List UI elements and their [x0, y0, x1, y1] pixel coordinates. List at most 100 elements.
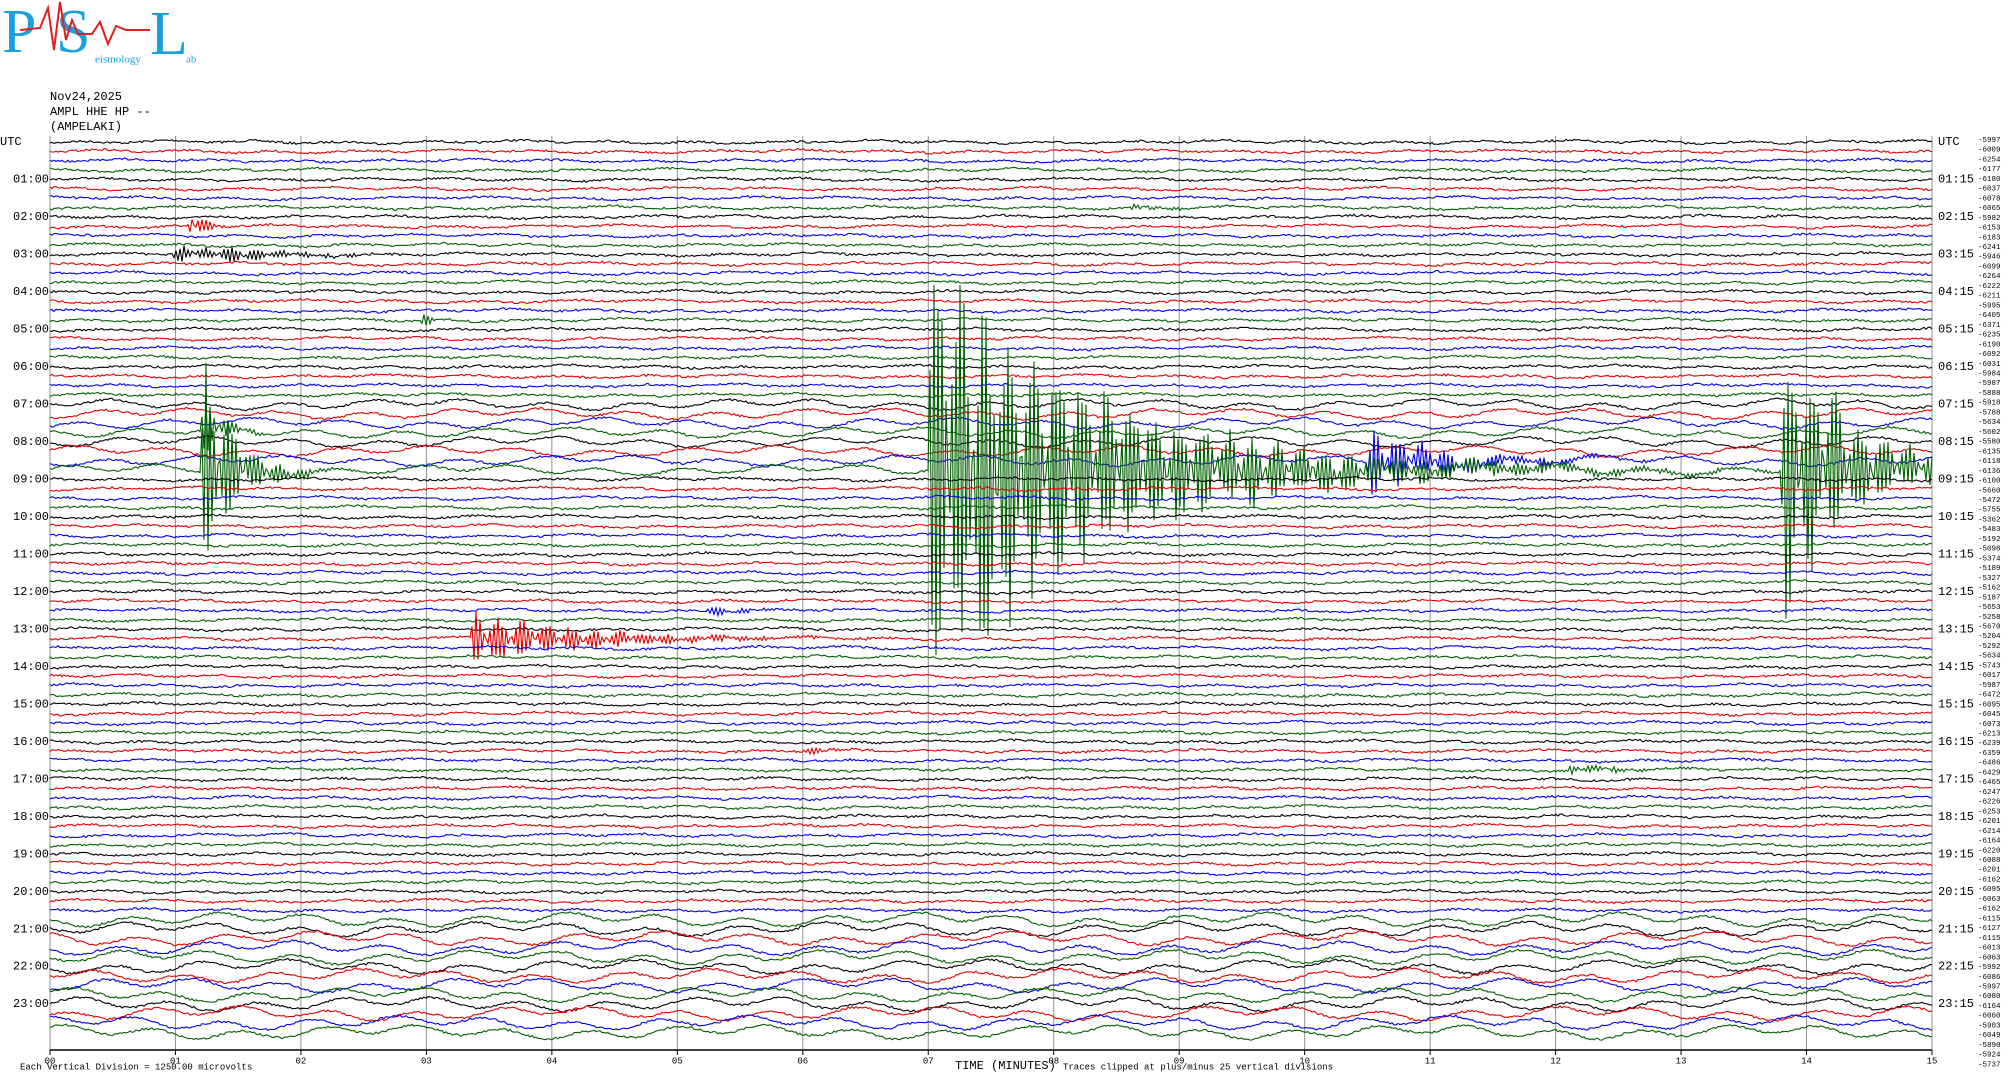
hour-label: 18:00	[13, 810, 49, 824]
trace-mean: -6100	[1978, 478, 2001, 486]
trace-mean: -6222	[1978, 283, 2001, 291]
trace-mean: -6405	[1978, 312, 2001, 320]
trace-mean: -6073	[1978, 721, 2001, 729]
trace-mean: -6164	[1978, 1003, 2001, 1011]
trace	[49, 185, 1933, 193]
hour-label: 17:00	[13, 772, 49, 786]
title-line: AMPL HHE HP --	[50, 105, 151, 119]
trace-mean: -6153	[1978, 225, 2001, 233]
trace	[49, 397, 1933, 412]
trace-mean: -5634	[1978, 419, 2001, 427]
hour-label: 05:15	[1938, 323, 1974, 337]
trace	[49, 401, 1933, 451]
x-tick-label: 13	[1676, 1056, 1687, 1066]
trace-mean: -5755	[1978, 507, 2001, 515]
trace	[49, 297, 1933, 305]
trace-mean: -6465	[1978, 779, 2001, 787]
trace-mean: -5670	[1978, 623, 2001, 631]
trace	[50, 279, 1933, 286]
trace-mean: -5737	[1978, 1061, 2001, 1069]
trace-mean: -6183	[1978, 234, 2001, 242]
logo-letter: P	[2, 0, 36, 66]
trace-mean: -5946	[1978, 254, 2001, 262]
trace-mean: -6486	[1978, 760, 2001, 768]
trace	[49, 569, 1933, 577]
x-tick-label: 09	[1174, 1056, 1185, 1066]
trace-mean: -5374	[1978, 555, 2001, 563]
trace	[49, 897, 1933, 905]
trace-mean: -6115	[1978, 935, 2001, 943]
trace	[49, 372, 1933, 380]
logo: P S L eismology ab	[2, 0, 197, 68]
hour-label: 03:00	[13, 248, 49, 262]
trace-mean: -6239	[1978, 740, 2001, 748]
trace-mean: -6429	[1978, 769, 2001, 777]
trace-mean: -5995	[1978, 302, 2001, 310]
hour-label: 07:15	[1938, 398, 1974, 412]
trace-mean: -6264	[1978, 273, 2001, 281]
trace-mean: -5982	[1978, 215, 2001, 223]
trace	[49, 888, 1933, 896]
scale-note: Each Vertical Division = 1250.00 microvo…	[20, 1062, 252, 1072]
trace-mean: -5984	[1978, 371, 2001, 379]
hour-label: 14:00	[13, 660, 49, 674]
hour-label: 22:15	[1938, 960, 1974, 974]
trace-mean: -6049	[1978, 1032, 2001, 1040]
hour-label: 15:15	[1938, 697, 1974, 711]
trace-mean: -5162	[1978, 585, 2001, 593]
x-tick-label: 03	[421, 1056, 432, 1066]
trace-mean: -6078	[1978, 195, 2001, 203]
title-line: Nov24,2025	[50, 90, 122, 104]
hour-label: 09:00	[13, 472, 49, 486]
trace	[49, 832, 1932, 839]
trace	[49, 335, 1933, 343]
hour-label: 02:15	[1938, 210, 1974, 224]
hour-label: 04:00	[13, 285, 49, 299]
trace-mean: -5788	[1978, 409, 2001, 417]
trace-mean: -6080	[1978, 993, 2001, 1001]
trace	[49, 1004, 1933, 1023]
trace	[49, 911, 1933, 929]
trace-mean: -6095	[1978, 886, 2001, 894]
trace	[49, 710, 1933, 718]
trace-mean: -6247	[1978, 789, 2001, 797]
x-tick-label: 00	[45, 1056, 56, 1066]
trace-mean: -6063	[1978, 954, 2001, 962]
trace	[49, 929, 1933, 947]
trace	[49, 610, 1933, 660]
trace-mean: -5258	[1978, 614, 2001, 622]
trace	[49, 550, 1933, 558]
trace	[49, 1013, 1933, 1032]
trace	[49, 138, 1933, 146]
trace-mean: -5192	[1978, 536, 2001, 544]
trace-mean: -5580	[1978, 439, 2001, 447]
trace	[49, 578, 1933, 586]
trace	[49, 288, 1933, 296]
trace	[49, 176, 1933, 183]
trace	[49, 763, 1933, 777]
x-tick-label: 07	[923, 1056, 934, 1066]
hour-label: 07:00	[13, 398, 49, 412]
trace	[49, 476, 1933, 483]
x-tick-label: 06	[797, 1056, 808, 1066]
hour-label: 03:15	[1938, 248, 1974, 262]
trace	[49, 822, 1933, 830]
trace	[49, 691, 1933, 699]
trace	[49, 869, 1933, 877]
trace-mean: -6013	[1978, 945, 2001, 953]
trace-mean: -6180	[1978, 176, 2001, 184]
trace	[49, 803, 1932, 811]
trace	[49, 653, 1933, 661]
trace	[49, 906, 1933, 914]
trace-mean: -6254	[1978, 156, 2001, 164]
trace	[49, 644, 1933, 652]
trace-mean: -6201	[1978, 818, 2001, 826]
trace-mean: -6136	[1978, 468, 2001, 476]
hour-label: 08:15	[1938, 435, 1974, 449]
trace-mean: -5997	[1978, 983, 2001, 991]
hour-label: 20:15	[1938, 885, 1974, 899]
trace	[49, 957, 1933, 976]
trace-mean: -6201	[1978, 867, 2001, 875]
trace-mean: -6220	[1978, 847, 2001, 855]
